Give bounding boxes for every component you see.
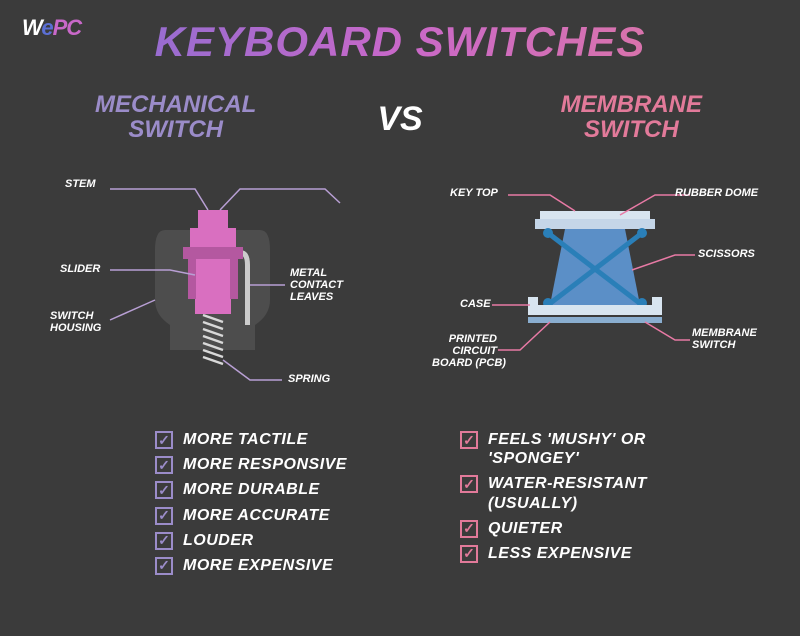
label-rubber: RUBBER DOME — [675, 187, 758, 199]
feature-text: MORE RESPONSIVE — [183, 455, 347, 474]
page-title: KEYBOARD SWITCHES — [0, 18, 800, 66]
feature-text: MORE DURABLE — [183, 480, 320, 499]
check-icon: ✓ — [155, 456, 173, 474]
label-pcb: PRINTED CIRCUIT BOARD (PCB) — [432, 333, 497, 369]
feature-text: FEELS 'MUSHY' OR 'SPONGEY' — [488, 430, 710, 468]
check-icon: ✓ — [155, 507, 173, 525]
label-slider: SLIDER — [60, 263, 100, 275]
check-icon: ✓ — [155, 481, 173, 499]
right-heading-l1: MEMBRANE — [561, 92, 702, 117]
label-contact: METAL CONTACT LEAVES — [290, 267, 343, 303]
feature-item: ✓ LESS EXPENSIVE — [460, 544, 710, 563]
feature-text: LOUDER — [183, 531, 254, 550]
mechanical-diagram: STEM SLIDER SWITCH HOUSING METAL CONTACT… — [40, 175, 380, 405]
label-case: CASE — [460, 298, 491, 310]
check-icon: ✓ — [460, 431, 478, 449]
memb-switch-svg — [420, 175, 760, 405]
check-icon: ✓ — [460, 475, 478, 493]
membrane-features: ✓ FEELS 'MUSHY' OR 'SPONGEY' ✓ WATER-RESIST… — [460, 430, 710, 569]
label-membrane: MEMBRANE SWITCH — [692, 327, 757, 351]
label-spring: SPRING — [288, 373, 330, 385]
right-heading-l2: SWITCH — [561, 117, 702, 142]
check-icon: ✓ — [155, 431, 173, 449]
feature-text: WATER-RESISTANT (USUALLY) — [488, 474, 710, 512]
feature-item: ✓ MORE RESPONSIVE — [155, 455, 347, 474]
check-icon: ✓ — [460, 520, 478, 538]
label-stem: STEM — [65, 178, 96, 190]
feature-text: LESS EXPENSIVE — [488, 544, 632, 563]
feature-text: MORE ACCURATE — [183, 506, 330, 525]
feature-item: ✓ MORE DURABLE — [155, 480, 347, 499]
label-housing: SWITCH HOUSING — [50, 310, 101, 334]
feature-item: ✓ MORE ACCURATE — [155, 506, 347, 525]
feature-item: ✓ WATER-RESISTANT (USUALLY) — [460, 474, 710, 512]
label-scissors: SCISSORS — [698, 248, 755, 260]
check-icon: ✓ — [155, 532, 173, 550]
membrane-diagram: KEY TOP RUBBER DOME SCISSORS CASE PRINTE… — [420, 175, 760, 405]
check-icon: ✓ — [155, 557, 173, 575]
mechanical-features: ✓ MORE TACTILE ✓ MORE RESPONSIVE ✓ MORE DURAB… — [155, 430, 347, 581]
feature-item: ✓ MORE EXPENSIVE — [155, 556, 347, 575]
feature-text: QUIETER — [488, 519, 563, 538]
feature-item: ✓ QUIETER — [460, 519, 710, 538]
label-keytop: KEY TOP — [450, 187, 498, 199]
feature-text: MORE TACTILE — [183, 430, 308, 449]
feature-text: MORE EXPENSIVE — [183, 556, 333, 575]
right-heading: MEMBRANE SWITCH — [561, 92, 702, 142]
check-icon: ✓ — [460, 545, 478, 563]
feature-item: ✓ MORE TACTILE — [155, 430, 347, 449]
feature-item: ✓ FEELS 'MUSHY' OR 'SPONGEY' — [460, 430, 710, 468]
feature-item: ✓ LOUDER — [155, 531, 347, 550]
